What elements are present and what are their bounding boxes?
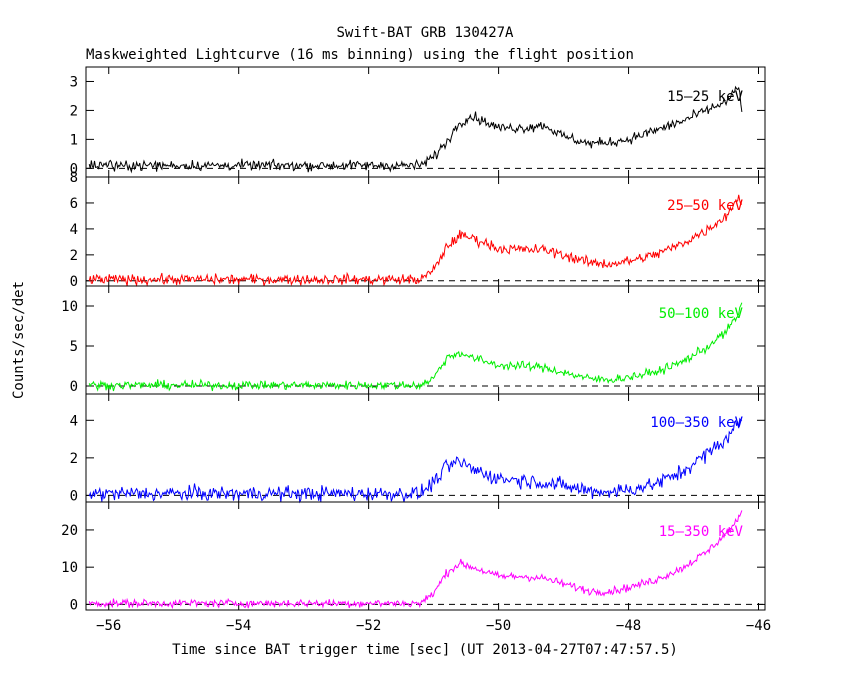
y-tick-label: 0 [70, 161, 78, 177]
x-axis-label: Time since BAT trigger time [sec] (UT 20… [172, 642, 678, 658]
lightcurve-series-1 [88, 85, 743, 174]
panel-5: 0 10 20 15–350 keV [61, 501, 766, 613]
lightcurve-series-4 [88, 417, 743, 504]
y-tick-label: 2 [70, 451, 78, 467]
y-tick-label: 4 [70, 413, 78, 429]
y-tick-label: 2 [70, 248, 78, 264]
lightcurve-series-2 [88, 194, 743, 287]
y-tick-label: 0 [70, 274, 78, 290]
x-tick-label: −56 [96, 618, 121, 634]
y-tick-label: 0 [70, 488, 78, 504]
panel-3: 0 5 10 50–100 keV [61, 285, 766, 395]
y-tick-label: 8 [70, 170, 78, 186]
y-tick-label: 6 [70, 196, 78, 212]
y-tick-label: 10 [61, 560, 78, 576]
panel-frame [85, 393, 766, 503]
panel-frame [85, 66, 766, 178]
y-tick-label: 20 [61, 523, 78, 539]
y-tick-label: 0 [70, 379, 78, 395]
band-label-3: 50–100 keV [659, 306, 744, 322]
x-tick-label: −52 [356, 618, 381, 634]
x-tick-label: −54 [226, 618, 251, 634]
y-tick-label: 5 [70, 339, 78, 355]
y-tick-label: 1 [70, 132, 78, 148]
panel-frame [85, 501, 766, 611]
panel-frame [85, 176, 766, 287]
chart-title: Swift-BAT GRB 130427A [336, 25, 514, 41]
chart-subtitle: Maskweighted Lightcurve (16 ms binning) … [86, 47, 634, 63]
band-label-1: 15–25 keV [667, 89, 743, 105]
y-tick-label: 4 [70, 222, 78, 238]
panel-4: 0 2 4 100–350 keV [70, 393, 766, 504]
band-label-5: 15–350 keV [659, 524, 744, 540]
x-tick-label: −48 [616, 618, 641, 634]
y-tick-label: 10 [61, 299, 78, 315]
panels-group: 0 1 2 3 15–25 keV 0 2 4 6 8 25–50 keV 0 5 10 50–100 ke… [61, 66, 766, 613]
lightcurve-series-5 [88, 510, 743, 610]
y-axis-label: Counts/sec/det [11, 281, 27, 399]
x-axis: −56 −54 −52 −50 −48 −46 [96, 618, 771, 634]
y-tick-label: 2 [70, 103, 78, 119]
panel-frame [85, 285, 766, 395]
x-tick-label: −46 [746, 618, 771, 634]
band-label-4: 100–350 keV [650, 415, 743, 431]
x-tick-label: −50 [486, 618, 511, 634]
panel-2: 0 2 4 6 8 25–50 keV [70, 170, 766, 290]
band-label-2: 25–50 keV [667, 198, 743, 214]
lightcurve-series-3 [88, 302, 743, 392]
y-tick-label: 3 [70, 74, 78, 90]
y-tick-label: 0 [70, 597, 78, 613]
panel-1: 0 1 2 3 15–25 keV [70, 66, 766, 178]
